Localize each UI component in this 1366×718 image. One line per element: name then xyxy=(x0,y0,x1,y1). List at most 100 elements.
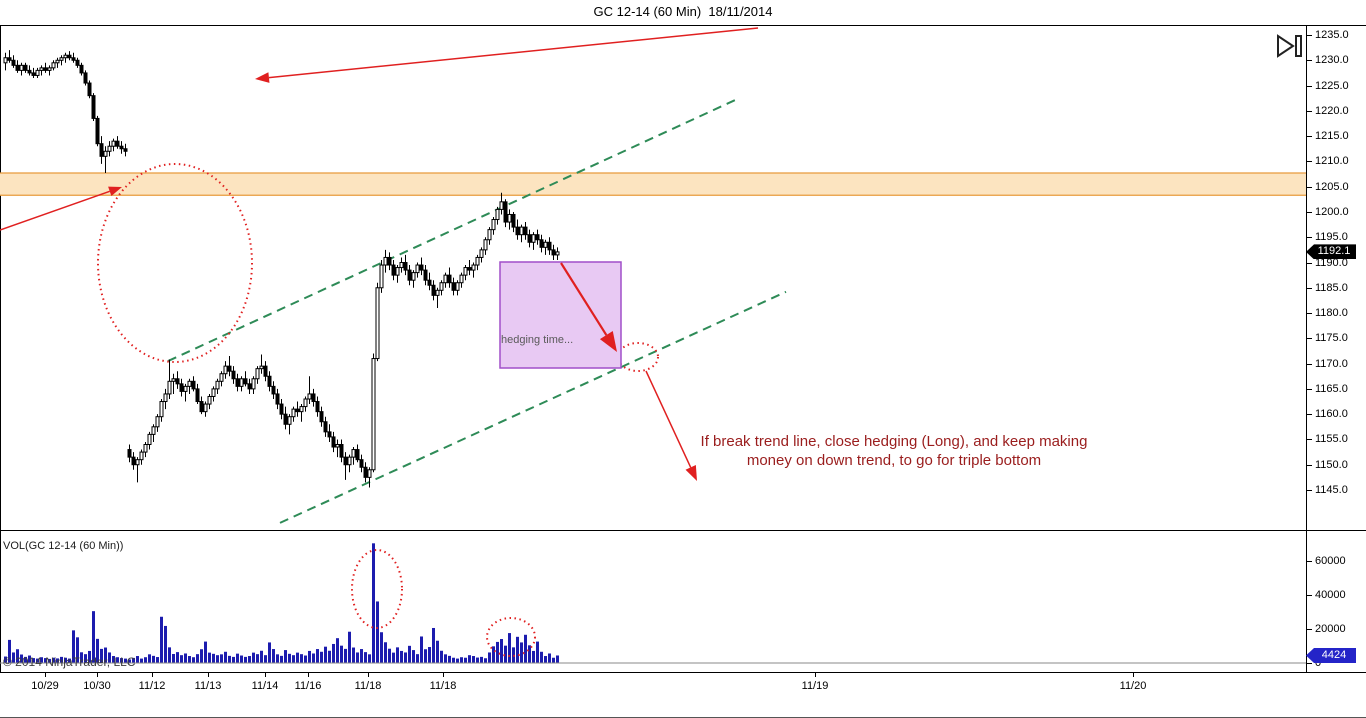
double-bottom-circle[interactable] xyxy=(97,163,253,363)
candle-body xyxy=(299,406,304,413)
hedge-exit-arrow-line[interactable] xyxy=(560,262,608,336)
price-axis[interactable]: 1235.0 1230.0 1225.0 1220.0 1215.0 1210.0 1205… xyxy=(1306,25,1366,672)
volume-bar xyxy=(40,657,43,663)
volume-bar xyxy=(364,652,367,663)
volume-cluster-circle[interactable] xyxy=(486,617,536,657)
volume-bar xyxy=(536,641,539,663)
candle-body xyxy=(195,388,200,403)
volume-bar xyxy=(464,657,467,663)
candle-body xyxy=(323,421,328,433)
trendline-target-circle[interactable] xyxy=(617,342,659,372)
volume-bar xyxy=(528,645,531,663)
candle-body xyxy=(419,264,424,271)
volume-bar xyxy=(168,647,171,663)
trade-note-line1: If break trend line, close hedging (Long… xyxy=(700,433,1088,450)
candle-body xyxy=(455,282,460,291)
volume-bar xyxy=(376,601,379,663)
candle-body xyxy=(487,229,492,241)
volume-bar xyxy=(188,656,191,663)
candle-body xyxy=(427,279,432,286)
candle-body xyxy=(135,459,140,466)
candle-body xyxy=(379,264,384,289)
price-tick-label: 1145.0 xyxy=(1315,484,1348,496)
triple-bottom-arrow-head[interactable] xyxy=(685,464,697,481)
candle-body xyxy=(415,264,420,274)
volume-bar xyxy=(220,654,223,663)
volume-chart-canvas[interactable] xyxy=(0,530,1306,672)
volume-bar xyxy=(100,648,103,663)
candle-body xyxy=(439,282,444,291)
volume-bar xyxy=(192,657,195,663)
candle-body xyxy=(387,256,392,266)
volume-bar xyxy=(24,656,27,663)
downtrend-arrow-head[interactable] xyxy=(255,72,270,83)
candle-body xyxy=(59,57,64,61)
candle-body xyxy=(211,388,216,397)
volume-bar xyxy=(76,637,79,663)
resistance-band[interactable] xyxy=(0,173,1306,196)
candle-body xyxy=(463,267,468,276)
hedge-box[interactable] xyxy=(499,261,622,369)
candle-body xyxy=(231,370,236,380)
volume-bar xyxy=(460,657,463,663)
hedge-exit-arrow-head[interactable] xyxy=(599,331,617,352)
volume-bar xyxy=(48,658,51,663)
volume-spike-circle[interactable] xyxy=(351,549,403,629)
volume-bar xyxy=(16,649,19,663)
candle-body xyxy=(67,54,72,59)
volume-bar xyxy=(532,650,535,663)
date-tick-label: 11/14 xyxy=(251,680,279,692)
candle-body xyxy=(95,117,100,145)
candle-body xyxy=(399,262,404,269)
volume-bar xyxy=(400,650,403,663)
candle-body xyxy=(447,274,452,284)
volume-bar xyxy=(156,657,159,663)
channel-lower-trendline[interactable] xyxy=(279,290,787,524)
volume-bar xyxy=(12,652,15,663)
date-axis[interactable]: 10/29 10/30 11/12 11/13 11/14 11/16 11/18 11/18… xyxy=(0,672,1306,718)
triple-bottom-arrow-line[interactable] xyxy=(645,370,692,468)
candle-body xyxy=(35,69,40,76)
channel-upper-trendline[interactable] xyxy=(167,98,738,362)
candle-body xyxy=(83,72,88,84)
volume-bar xyxy=(8,639,11,663)
volume-bar xyxy=(520,642,523,663)
candle-body xyxy=(243,378,248,385)
price-tick-label: 1155.0 xyxy=(1315,433,1348,446)
volume-bar xyxy=(240,655,243,663)
volume-bar xyxy=(476,657,479,663)
candle-body xyxy=(283,413,288,425)
go-to-end-icon[interactable] xyxy=(1274,33,1306,61)
downtrend-arrow-line[interactable] xyxy=(268,27,759,79)
plot-left-border xyxy=(0,25,1,672)
candle-body xyxy=(279,403,284,415)
candle-body xyxy=(407,269,412,281)
volume-bar xyxy=(360,649,363,663)
volume-bar xyxy=(72,630,75,663)
volume-bar xyxy=(328,650,331,663)
candle-body xyxy=(287,416,292,425)
candle-body xyxy=(375,287,380,360)
candle-body xyxy=(11,59,16,66)
candle-body xyxy=(175,378,180,385)
volume-bar xyxy=(116,657,119,663)
band-pointer-arrow-line[interactable] xyxy=(0,190,110,231)
price-tick-tick xyxy=(1306,363,1312,365)
candle-body xyxy=(547,241,552,251)
volume-bar xyxy=(336,638,339,663)
volume-bar xyxy=(368,654,371,663)
candle-body xyxy=(319,411,324,423)
candle-body xyxy=(215,380,220,390)
candle-body xyxy=(523,226,528,236)
price-tick-label: 1165.0 xyxy=(1315,382,1348,395)
price-tick-label: 1235.0 xyxy=(1315,29,1349,41)
band-pointer-arrow-head[interactable] xyxy=(108,186,122,196)
price-chart-canvas[interactable] xyxy=(0,25,1306,530)
price-tick-label: 1205.0 xyxy=(1315,180,1349,193)
volume-bar xyxy=(108,652,111,663)
candle-body xyxy=(187,380,192,387)
candle-body xyxy=(207,395,212,405)
volume-bar xyxy=(500,639,503,663)
volume-bar xyxy=(120,658,123,663)
volume-bar xyxy=(160,616,163,663)
